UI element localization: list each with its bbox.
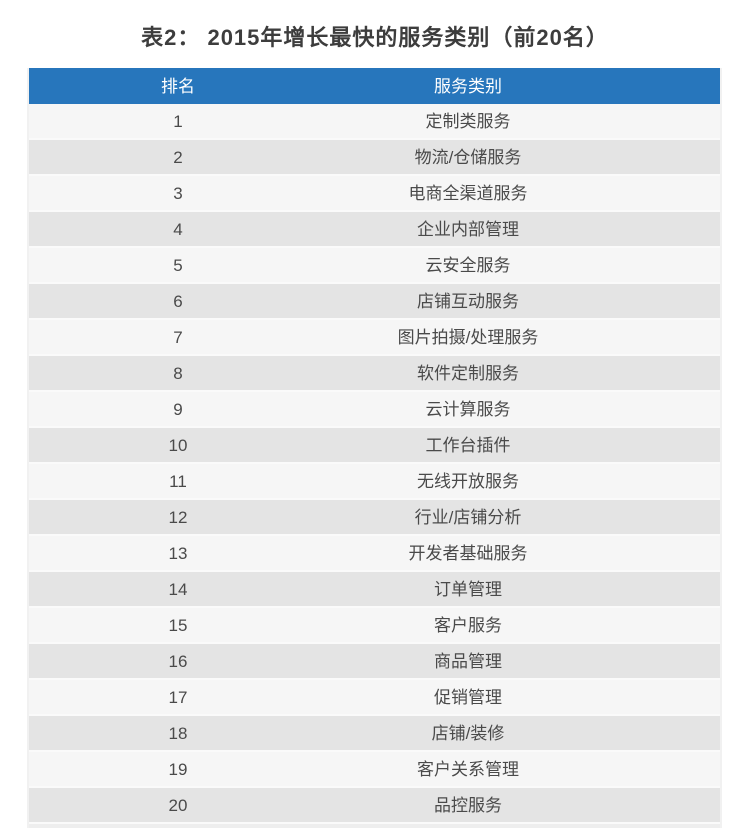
row-filler bbox=[609, 716, 720, 750]
row-filler bbox=[609, 464, 720, 498]
category-cell: 图片拍摄/处理服务 bbox=[397, 327, 539, 347]
category-cell: 企业内部管理 bbox=[417, 219, 519, 239]
rank-cell: 3 bbox=[173, 183, 183, 203]
rank-cell: 6 bbox=[173, 291, 183, 311]
category-cell: 客户关系管理 bbox=[417, 759, 519, 779]
row-filler bbox=[609, 176, 720, 210]
row-filler bbox=[609, 428, 720, 462]
table-row: 16 商品管理 bbox=[29, 644, 720, 680]
row-filler bbox=[609, 572, 720, 606]
category-cell: 电商全渠道服务 bbox=[408, 183, 528, 203]
table-row: 13 开发者基础服务 bbox=[29, 536, 720, 572]
table-row: 10 工作台插件 bbox=[29, 428, 720, 464]
rank-cell: 15 bbox=[168, 615, 188, 635]
category-cell: 定制类服务 bbox=[425, 111, 511, 131]
row-filler bbox=[609, 212, 720, 246]
column-header-rank: 排名 bbox=[161, 76, 195, 96]
category-cell: 客户服务 bbox=[434, 615, 502, 635]
rank-cell: 18 bbox=[168, 723, 188, 743]
rank-cell: 11 bbox=[169, 471, 187, 491]
row-filler bbox=[609, 284, 720, 318]
table-bottom-strip bbox=[29, 824, 720, 828]
category-cell: 订单管理 bbox=[434, 579, 502, 599]
services-table: 排名 服务类别 1 定制类服务 2 物流/仓储服务 3 电商全渠道服务 4 企业… bbox=[27, 68, 722, 828]
table-row: 7 图片拍摄/处理服务 bbox=[29, 320, 720, 356]
table-row: 8 软件定制服务 bbox=[29, 356, 720, 392]
category-cell: 店铺/装修 bbox=[431, 723, 505, 743]
row-filler bbox=[609, 788, 720, 822]
column-header-category: 服务类别 bbox=[434, 76, 502, 96]
row-filler bbox=[609, 248, 720, 282]
row-filler bbox=[609, 500, 720, 534]
category-cell: 促销管理 bbox=[434, 687, 502, 707]
table-row: 17 促销管理 bbox=[29, 680, 720, 716]
row-filler bbox=[609, 608, 720, 642]
rank-cell: 10 bbox=[168, 435, 188, 455]
table-row: 1 定制类服务 bbox=[29, 104, 720, 140]
table-row: 18 店铺/装修 bbox=[29, 716, 720, 752]
table-row: 3 电商全渠道服务 bbox=[29, 176, 720, 212]
category-cell: 云计算服务 bbox=[425, 399, 511, 419]
table-row: 19 客户关系管理 bbox=[29, 752, 720, 788]
row-filler bbox=[609, 392, 720, 426]
table-row: 2 物流/仓储服务 bbox=[29, 140, 720, 176]
table-row: 14 订单管理 bbox=[29, 572, 720, 608]
category-cell: 无线开放服务 bbox=[417, 471, 519, 491]
rank-cell: 4 bbox=[173, 219, 183, 239]
rank-cell: 19 bbox=[168, 759, 188, 779]
category-cell: 云安全服务 bbox=[425, 255, 511, 275]
table-body: 1 定制类服务 2 物流/仓储服务 3 电商全渠道服务 4 企业内部管理 5 云… bbox=[29, 104, 720, 824]
category-cell: 软件定制服务 bbox=[417, 363, 519, 383]
table-row: 11 无线开放服务 bbox=[29, 464, 720, 500]
category-cell: 商品管理 bbox=[434, 651, 502, 671]
table-row: 12 行业/店铺分析 bbox=[29, 500, 720, 536]
row-filler bbox=[609, 536, 720, 570]
header-filler bbox=[609, 68, 720, 104]
rank-cell: 20 bbox=[168, 795, 188, 815]
row-filler bbox=[609, 140, 720, 174]
rank-cell: 12 bbox=[168, 507, 188, 527]
row-filler bbox=[609, 320, 720, 354]
table-row: 4 企业内部管理 bbox=[29, 212, 720, 248]
rank-cell: 17 bbox=[168, 687, 188, 707]
table-header-row: 排名 服务类别 bbox=[29, 68, 720, 104]
page-title: 表2： 2015年增长最快的服务类别（前20名） bbox=[141, 25, 609, 50]
row-filler bbox=[609, 752, 720, 786]
rank-cell: 13 bbox=[168, 543, 188, 563]
rank-cell: 1 bbox=[173, 111, 183, 131]
category-cell: 行业/店铺分析 bbox=[414, 507, 522, 527]
rank-cell: 14 bbox=[168, 579, 188, 599]
table-row: 6 店铺互动服务 bbox=[29, 284, 720, 320]
category-cell: 店铺互动服务 bbox=[417, 291, 519, 311]
category-cell: 品控服务 bbox=[434, 795, 502, 815]
rank-cell: 8 bbox=[173, 363, 183, 383]
rank-cell: 16 bbox=[168, 651, 188, 671]
rank-cell: 7 bbox=[173, 327, 183, 347]
row-filler bbox=[609, 104, 720, 138]
rank-cell: 5 bbox=[173, 255, 183, 275]
rank-cell: 9 bbox=[173, 399, 183, 419]
category-cell: 开发者基础服务 bbox=[408, 543, 528, 563]
table-row: 5 云安全服务 bbox=[29, 248, 720, 284]
table-row: 20 品控服务 bbox=[29, 788, 720, 824]
row-filler bbox=[609, 356, 720, 390]
row-filler bbox=[609, 680, 720, 714]
row-filler bbox=[609, 644, 720, 678]
table-row: 15 客户服务 bbox=[29, 608, 720, 644]
table-row: 9 云计算服务 bbox=[29, 392, 720, 428]
category-cell: 工作台插件 bbox=[425, 435, 511, 455]
category-cell: 物流/仓储服务 bbox=[414, 147, 522, 167]
rank-cell: 2 bbox=[173, 147, 183, 167]
